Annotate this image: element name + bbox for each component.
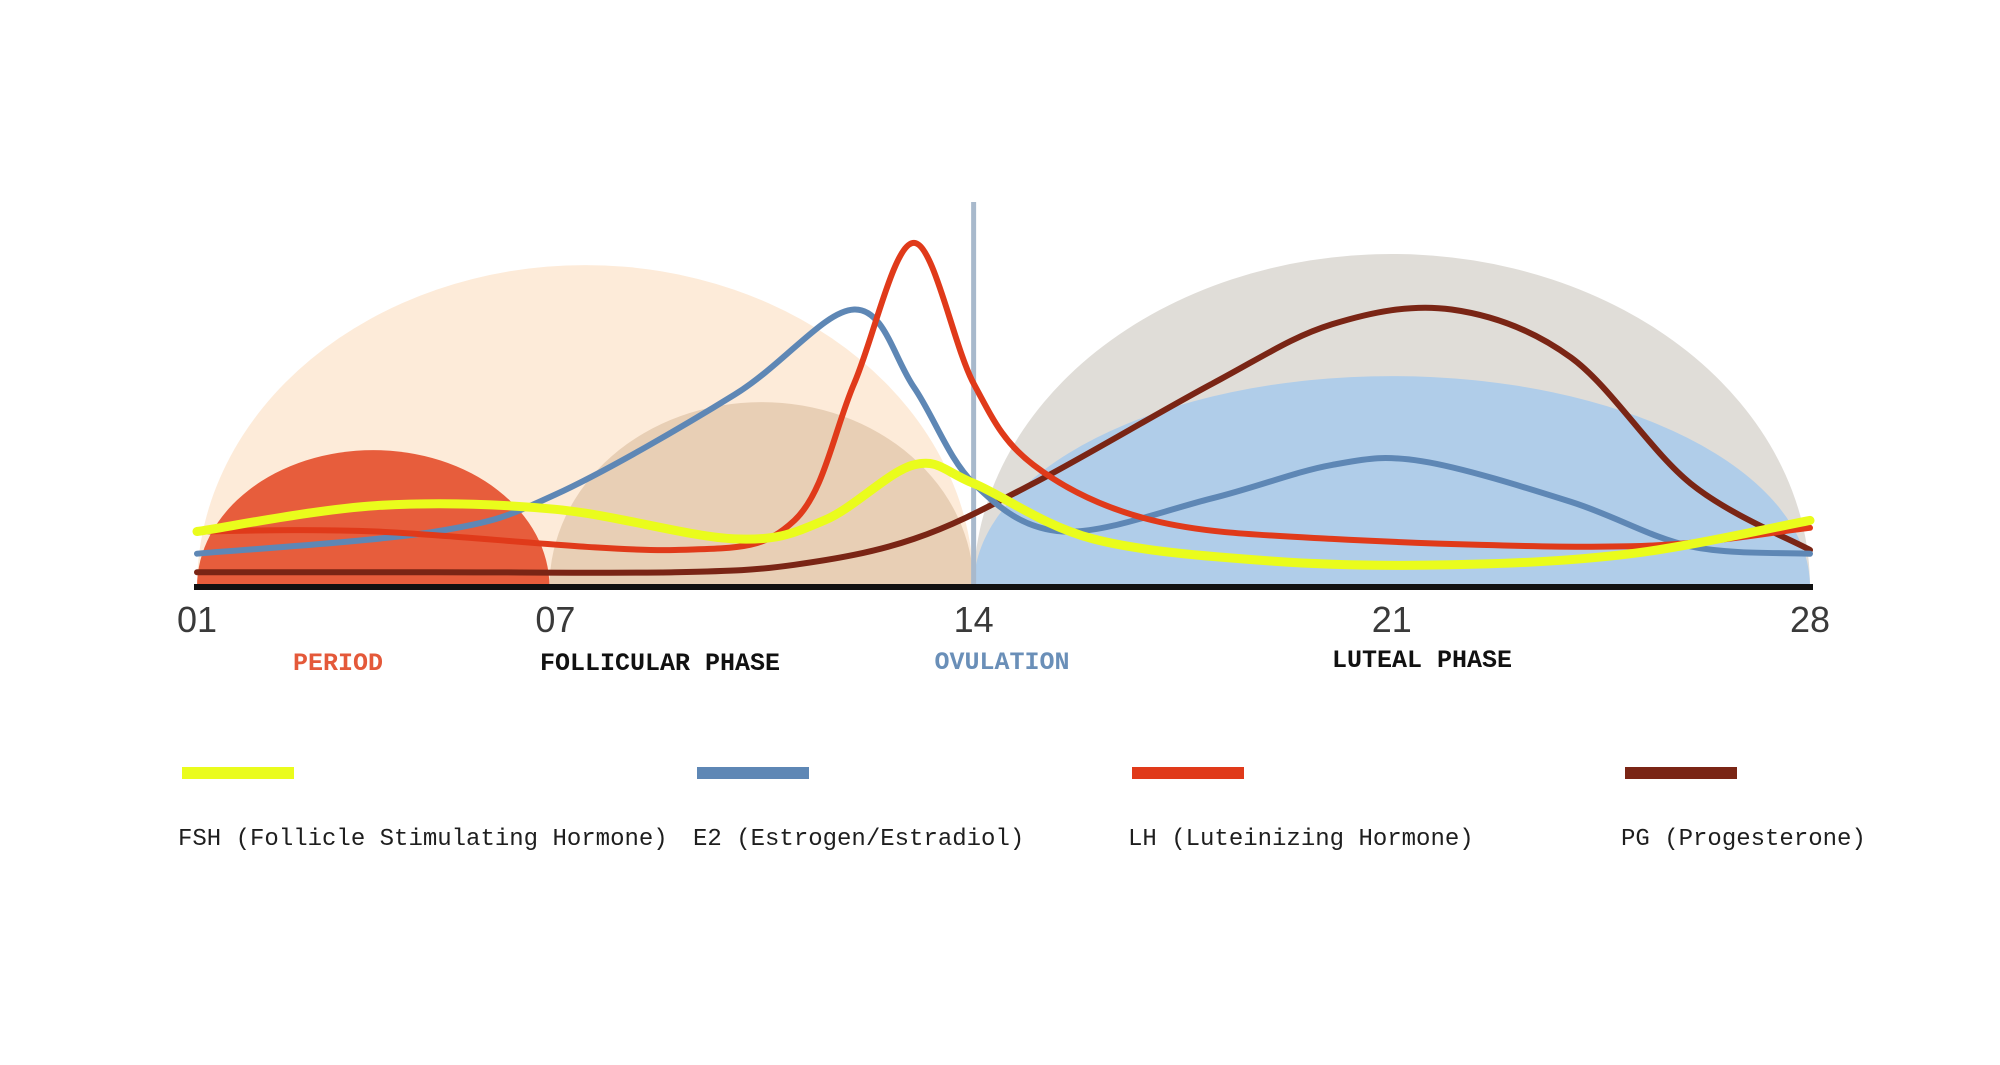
x-tick-label: 07 xyxy=(535,599,575,640)
phase-label-follicular: FOLLICULAR PHASE xyxy=(540,649,780,678)
follicle-arc xyxy=(549,402,974,587)
phase-label-ovulation: OVULATION xyxy=(934,648,1069,677)
legend-label-e2: E2 (Estrogen/Estradiol) xyxy=(693,826,1024,853)
x-tick-label: 21 xyxy=(1372,599,1412,640)
x-tick-label: 28 xyxy=(1790,599,1830,640)
legend-label-pg: PG (Progesterone) xyxy=(1621,826,1866,853)
legend-swatch-e2 xyxy=(697,767,809,779)
legend-swatch-lh xyxy=(1132,767,1244,779)
phase-label-period: PERIOD xyxy=(293,649,383,678)
series-line-lh xyxy=(194,239,1813,554)
legend: FSH (Follicle Stimulating Hormone) E2 (Es… xyxy=(178,767,1866,853)
phase-label-luteal: LUTEAL PHASE xyxy=(1332,646,1512,675)
legend-label-lh: LH (Luteinizing Hormone) xyxy=(1128,826,1474,853)
series-line-fsh xyxy=(192,458,1815,570)
x-tick-label: 01 xyxy=(177,599,217,640)
series-line-pg xyxy=(194,304,1813,576)
period-arc xyxy=(197,450,550,587)
corpus-luteum-arc xyxy=(973,376,1810,587)
legend-swatch-pg xyxy=(1625,767,1737,779)
phase-labels: PERIOD FOLLICULAR PHASE OVULATION LUTEAL PH… xyxy=(293,646,1512,678)
x-tick-label: 14 xyxy=(954,599,994,640)
series-line-e2 xyxy=(194,306,1813,557)
legend-swatch-fsh xyxy=(182,767,294,779)
legend-label-fsh: FSH (Follicle Stimulating Hormone) xyxy=(178,826,668,853)
hormone-lines xyxy=(192,239,1815,576)
x-axis: 01 07 14 21 28 xyxy=(177,584,1830,640)
